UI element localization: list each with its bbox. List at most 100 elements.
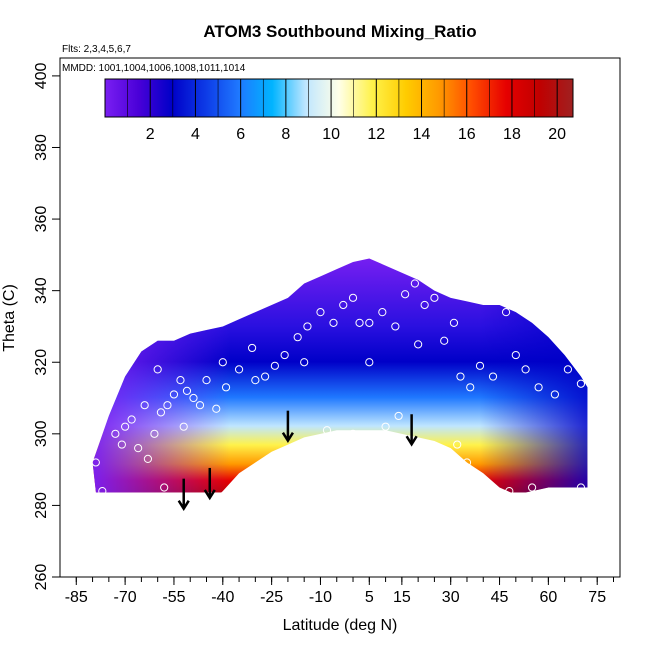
sample-point xyxy=(391,322,400,331)
sample-point xyxy=(91,458,100,467)
x-tick-label: -70 xyxy=(114,589,137,606)
sample-point xyxy=(488,372,498,381)
x-tick-label: -10 xyxy=(309,589,332,606)
sample-point xyxy=(300,358,309,367)
sample-point xyxy=(420,300,429,310)
arrow-markers xyxy=(177,410,418,512)
x-tick-label: 30 xyxy=(442,589,460,606)
sample-points xyxy=(91,279,586,560)
sample-point xyxy=(394,411,403,421)
sample-point xyxy=(117,440,126,449)
sample-point xyxy=(348,429,358,438)
sample-point xyxy=(534,383,543,392)
sample-point xyxy=(329,318,338,327)
sample-point xyxy=(466,383,475,392)
sample-point xyxy=(303,322,312,331)
field-side-shading xyxy=(92,258,588,493)
x-tick-label: 45 xyxy=(491,589,509,606)
sample-point xyxy=(322,426,332,435)
sample-point xyxy=(234,365,244,374)
sample-point xyxy=(140,401,149,410)
x-axis-title: Latitude (deg N) xyxy=(283,617,398,634)
sample-point xyxy=(576,483,586,492)
sample-point xyxy=(130,515,139,524)
colorbar-tick-label: 12 xyxy=(367,126,385,143)
x-tick-label: 15 xyxy=(393,589,411,606)
sample-point xyxy=(176,376,185,385)
x-tick-label: -40 xyxy=(211,589,234,606)
sample-point xyxy=(563,365,573,374)
sample-point xyxy=(293,333,302,342)
colorbar-tick-label: 2 xyxy=(146,126,155,143)
sample-point xyxy=(160,483,169,492)
colorbar-tick-label: 10 xyxy=(322,126,340,143)
y-tick-label: 360 xyxy=(33,206,50,233)
sample-point xyxy=(179,422,188,431)
y-tick-label: 400 xyxy=(33,62,50,89)
colorbar-tick-label: 20 xyxy=(548,126,566,143)
sample-point xyxy=(247,343,257,353)
arrow-head xyxy=(203,489,216,501)
sample-point xyxy=(153,365,162,374)
sample-point xyxy=(521,365,530,374)
sample-point xyxy=(261,372,270,381)
sample-point xyxy=(475,361,485,370)
sample-point xyxy=(195,401,205,410)
sample-point xyxy=(339,300,348,310)
sample-point xyxy=(355,318,364,327)
sample-point xyxy=(430,293,439,302)
sample-point xyxy=(456,372,465,381)
sample-point xyxy=(414,340,423,349)
sample-point xyxy=(156,408,166,417)
sample-point xyxy=(221,383,231,392)
colorbar-tick-label: 14 xyxy=(413,126,431,143)
dates-note: MMDD: 1001,1004,1006,1008,1011,1014 xyxy=(62,63,246,74)
sample-point xyxy=(143,454,153,463)
arrow-head xyxy=(405,435,418,447)
sample-point xyxy=(440,336,449,345)
y-tick-label: 300 xyxy=(33,420,50,447)
sample-point xyxy=(98,486,107,496)
data-field xyxy=(92,258,588,493)
sample-point xyxy=(121,422,130,431)
x-tick-label: 5 xyxy=(365,589,374,606)
sample-point xyxy=(381,422,390,431)
sample-point xyxy=(264,454,273,463)
arrow-head xyxy=(177,500,190,512)
sample-point xyxy=(192,508,201,517)
sample-point xyxy=(111,429,120,438)
sample-point xyxy=(280,350,289,360)
y-tick-label: 280 xyxy=(33,492,50,519)
sample-point xyxy=(550,390,559,399)
sample-point xyxy=(124,551,133,560)
colorbar-tick-label: 6 xyxy=(236,126,245,143)
chart-title: ATOM3 Southbound Mixing_Ratio xyxy=(203,22,476,41)
y-tick-label: 320 xyxy=(33,349,50,376)
colorbar-tick-label: 8 xyxy=(281,126,290,143)
sample-point xyxy=(576,379,586,388)
x-tick-label: -85 xyxy=(65,589,88,606)
sample-point xyxy=(169,390,179,399)
sample-point xyxy=(462,458,472,467)
sample-point xyxy=(127,415,136,424)
sample-point xyxy=(365,318,374,327)
sample-point xyxy=(212,404,221,413)
sample-point xyxy=(378,308,387,317)
sample-point xyxy=(453,440,462,449)
sample-point xyxy=(511,350,520,360)
sample-point xyxy=(202,376,211,385)
sample-point xyxy=(505,486,514,496)
colorbar xyxy=(104,78,574,118)
y-tick-label: 260 xyxy=(33,564,50,591)
arrow-head xyxy=(281,432,294,444)
sample-point xyxy=(163,401,172,410)
sample-point xyxy=(410,279,419,288)
sample-point xyxy=(401,290,410,299)
x-tick-label: 60 xyxy=(539,589,557,606)
colorbar-tick-label: 16 xyxy=(458,126,476,143)
sample-point xyxy=(449,318,459,327)
sample-point xyxy=(316,308,325,317)
sample-point xyxy=(134,444,143,453)
sample-point xyxy=(251,376,260,385)
colorbar-tick-label: 18 xyxy=(503,126,521,143)
